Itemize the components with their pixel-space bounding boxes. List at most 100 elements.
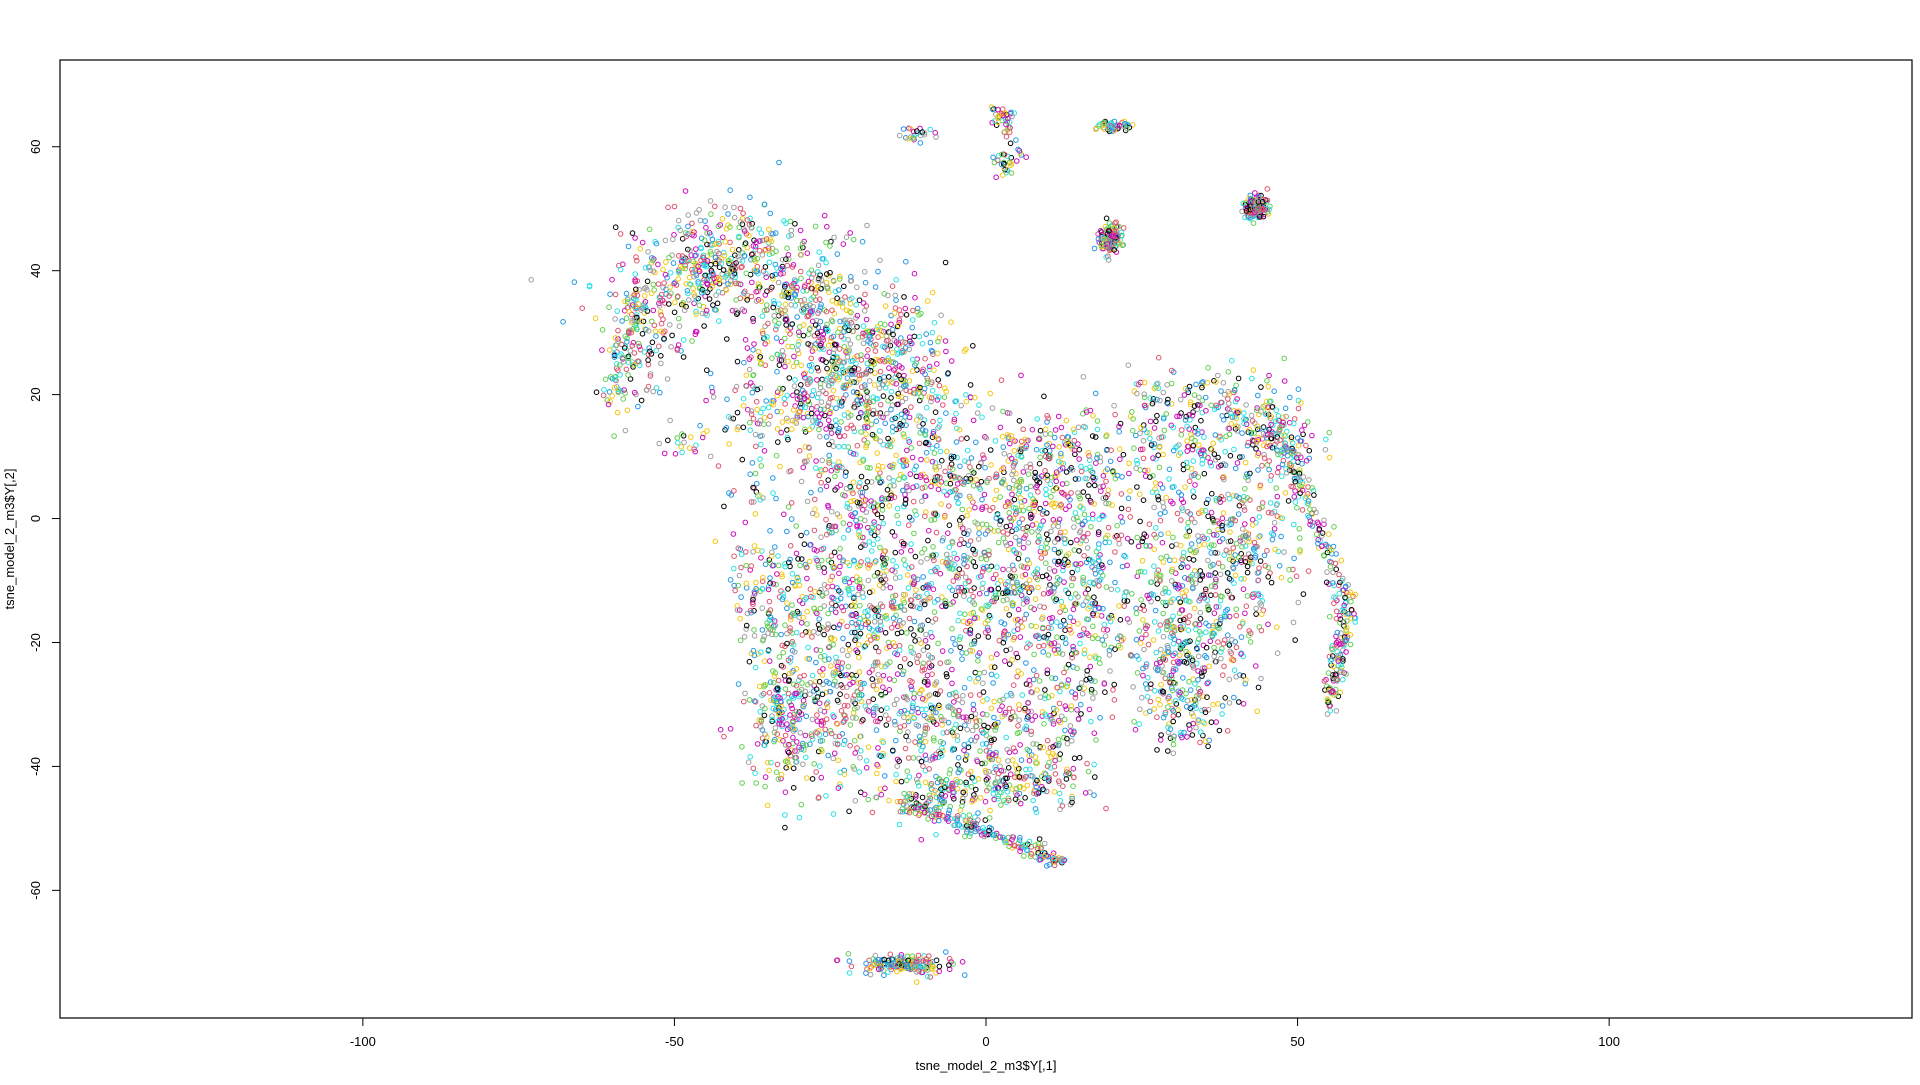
data-point xyxy=(864,410,870,416)
data-point xyxy=(753,443,759,450)
data-point xyxy=(888,388,895,395)
data-point xyxy=(936,335,943,341)
data-point xyxy=(631,389,638,396)
data-point xyxy=(693,252,699,258)
data-point xyxy=(974,410,981,416)
data-point xyxy=(664,274,670,281)
data-point xyxy=(696,268,703,275)
data-point xyxy=(774,368,780,375)
data-point xyxy=(868,421,875,428)
data-point xyxy=(693,308,699,315)
data-point xyxy=(678,348,684,354)
data-point xyxy=(897,423,903,429)
data-point xyxy=(935,338,941,345)
data-point xyxy=(643,326,649,333)
data-point xyxy=(623,315,630,322)
data-point xyxy=(727,187,734,193)
data-point xyxy=(860,458,866,464)
data-point xyxy=(851,355,858,362)
data-point xyxy=(854,499,861,506)
data-point xyxy=(902,345,909,351)
data-point xyxy=(796,447,803,454)
data-point xyxy=(880,393,887,399)
data-point xyxy=(704,280,711,287)
data-point xyxy=(631,361,638,368)
data-point xyxy=(916,440,923,447)
data-point xyxy=(759,252,766,258)
data-point xyxy=(725,211,731,217)
data-point xyxy=(851,428,858,435)
data-point xyxy=(916,423,923,430)
data-point xyxy=(663,259,669,265)
data-point xyxy=(826,441,832,448)
data-point xyxy=(782,363,788,370)
data-point xyxy=(747,427,754,434)
data-point xyxy=(781,511,787,518)
data-point xyxy=(779,348,786,354)
data-point xyxy=(714,248,720,255)
data-point xyxy=(818,277,825,283)
data-point xyxy=(785,358,791,365)
data-point xyxy=(837,318,843,325)
data-point xyxy=(948,453,955,460)
data-point xyxy=(715,238,722,245)
data-point xyxy=(824,376,830,382)
data-point xyxy=(680,300,686,306)
data-point xyxy=(896,342,903,348)
data-point xyxy=(627,348,634,354)
data-point xyxy=(827,269,833,276)
data-point xyxy=(740,395,747,402)
data-point xyxy=(809,318,816,325)
data-point xyxy=(757,385,764,392)
data-point xyxy=(690,258,696,265)
data-point xyxy=(863,431,869,437)
data-point xyxy=(707,198,714,204)
data-point xyxy=(754,480,760,487)
data-point xyxy=(935,377,942,383)
data-point xyxy=(786,375,793,381)
data-point xyxy=(901,503,907,510)
data-point xyxy=(667,284,674,290)
data-point xyxy=(914,305,921,312)
data-point xyxy=(912,294,918,301)
data-point xyxy=(759,313,766,320)
data-point xyxy=(810,294,817,300)
data-point xyxy=(794,297,800,304)
data-point xyxy=(832,288,839,295)
data-point xyxy=(828,338,834,344)
data-point xyxy=(696,302,703,309)
data-point xyxy=(699,434,706,441)
data-point xyxy=(691,267,698,274)
data-point xyxy=(788,468,794,474)
data-point xyxy=(836,433,843,440)
data-point xyxy=(689,338,695,344)
data-point xyxy=(765,320,771,327)
data-point xyxy=(699,310,706,317)
data-point xyxy=(754,406,761,413)
data-point xyxy=(864,394,871,400)
data-point xyxy=(798,307,805,314)
data-point xyxy=(813,417,819,424)
data-point xyxy=(858,429,864,435)
data-point xyxy=(806,453,813,459)
data-point xyxy=(810,387,817,394)
data-point xyxy=(814,365,821,371)
data-point xyxy=(854,442,861,449)
data-point xyxy=(798,382,804,388)
data-point xyxy=(863,369,870,375)
data-point xyxy=(829,377,835,384)
data-point xyxy=(736,256,743,263)
data-point xyxy=(680,337,687,343)
data-point xyxy=(891,310,898,316)
data-point xyxy=(823,279,830,286)
data-point xyxy=(798,478,805,485)
data-point xyxy=(646,345,653,351)
data-point xyxy=(919,498,925,505)
data-point xyxy=(840,492,846,498)
data-point xyxy=(926,363,933,370)
data-point xyxy=(742,337,749,343)
data-point xyxy=(750,315,756,322)
data-point xyxy=(823,426,829,432)
data-point xyxy=(963,346,969,353)
data-point xyxy=(848,512,854,518)
